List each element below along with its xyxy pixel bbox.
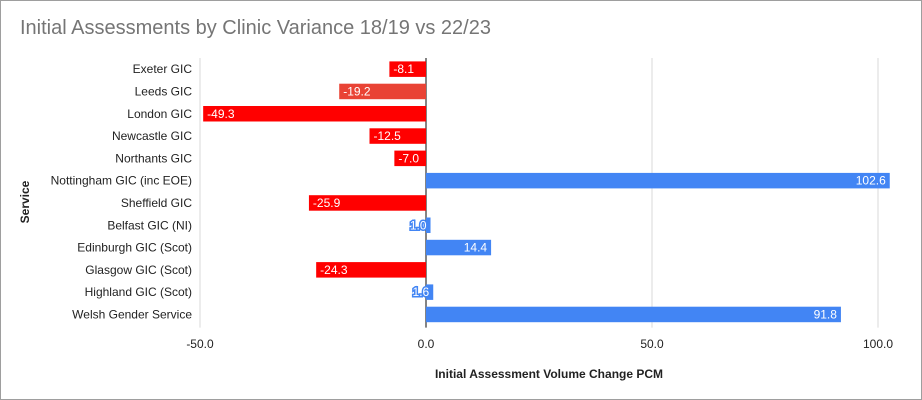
category-label: Nottingham GIC (inc EOE) bbox=[51, 174, 192, 188]
category-label: London GIC bbox=[127, 107, 192, 121]
data-label: 91.8 bbox=[814, 307, 838, 321]
category-label: Newcastle GIC bbox=[112, 129, 192, 143]
x-tick-labels: -50.0 0.0 50.0 100.0 bbox=[186, 337, 893, 351]
data-label: 1.0 bbox=[410, 218, 427, 232]
bar bbox=[316, 262, 426, 278]
category-label: Edinburgh GIC (Scot) bbox=[77, 241, 192, 255]
bar bbox=[426, 239, 492, 256]
category-labels: Exeter GIC Leeds GIC London GIC Newcastle G… bbox=[51, 62, 193, 321]
data-label: 1.6 bbox=[413, 285, 430, 299]
data-label: -19.2 bbox=[343, 84, 371, 98]
x-tick-label: 100.0 bbox=[863, 337, 893, 351]
data-label: 14.4 bbox=[464, 241, 488, 255]
bar bbox=[426, 284, 434, 300]
bars bbox=[203, 61, 890, 323]
bar bbox=[369, 128, 426, 144]
category-label: Belfast GIC (NI) bbox=[107, 218, 192, 232]
category-label: Sheffield GIC bbox=[121, 196, 192, 210]
data-label: -24.3 bbox=[320, 263, 348, 277]
data-label: -25.9 bbox=[313, 196, 341, 210]
bar bbox=[308, 195, 426, 211]
chart-title: Initial Assessments by Clinic Variance 1… bbox=[20, 17, 491, 39]
bar bbox=[203, 106, 426, 122]
gridlines bbox=[199, 58, 879, 328]
category-label: Welsh Gender Service bbox=[72, 307, 192, 321]
category-label: Exeter GIC bbox=[133, 62, 193, 76]
bar bbox=[426, 172, 890, 189]
category-label: Highland GIC (Scot) bbox=[85, 285, 192, 299]
bar bbox=[426, 306, 841, 323]
x-tick-label: 50.0 bbox=[640, 337, 664, 351]
data-label: -7.0 bbox=[398, 151, 419, 165]
category-label: Glasgow GIC (Scot) bbox=[85, 263, 192, 277]
data-label: -12.5 bbox=[374, 129, 402, 143]
data-label: -8.1 bbox=[393, 62, 414, 76]
y-axis-title: Service bbox=[18, 180, 32, 223]
x-axis-title: Initial Assessment Volume Change PCM bbox=[435, 367, 663, 381]
bar bbox=[394, 150, 426, 167]
bar bbox=[339, 83, 426, 100]
x-tick-label: -50.0 bbox=[186, 337, 214, 351]
category-label: Northants GIC bbox=[115, 151, 192, 165]
data-label: 102.6 bbox=[856, 174, 886, 188]
x-tick-label: 0.0 bbox=[418, 337, 435, 351]
data-label: -49.3 bbox=[207, 107, 235, 121]
category-label: Leeds GIC bbox=[135, 84, 193, 98]
data-labels: -8.1 -19.2 -49.3 -12.5 -7.0 102.6 -25.9 1.0 14.4… bbox=[207, 62, 886, 321]
bar bbox=[426, 217, 431, 233]
bar bbox=[389, 61, 426, 77]
